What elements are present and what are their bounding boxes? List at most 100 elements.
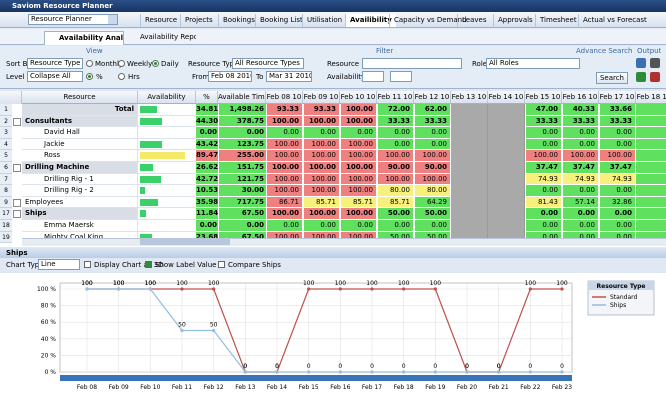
section-label: Filter bbox=[376, 47, 394, 55]
x-tick-label: Feb 19 bbox=[425, 384, 445, 391]
column-header[interactable]: Resource bbox=[22, 91, 138, 104]
nav-tab[interactable]: Bookings bbox=[218, 14, 259, 27]
day-cell bbox=[636, 208, 666, 220]
column-header[interactable]: Feb 11 10 bbox=[377, 91, 414, 104]
resource-name: Drilling Rig - 2 bbox=[22, 185, 138, 197]
value-label: 0 bbox=[275, 363, 279, 370]
text-input[interactable] bbox=[362, 58, 462, 69]
day-cell: 100.00 bbox=[414, 173, 451, 186]
nav-tab[interactable]: Projects bbox=[180, 14, 217, 27]
date-input[interactable]: Feb 08 2010 bbox=[208, 71, 252, 82]
x-tick-label: Feb 13 bbox=[235, 384, 255, 391]
select[interactable]: Resource Type - bbox=[27, 58, 83, 69]
value-label: 0 bbox=[465, 363, 469, 370]
scroll-thumb[interactable] bbox=[140, 239, 230, 245]
column-header[interactable]: Feb 18 10 bbox=[636, 91, 666, 104]
y-tick-label: 0 % bbox=[45, 369, 57, 376]
value-label: 100 bbox=[81, 280, 93, 287]
row-number: 9 bbox=[0, 196, 12, 209]
text-input[interactable] bbox=[362, 71, 384, 82]
nav-tab[interactable]: Utilisation bbox=[302, 14, 346, 27]
legend-title-bg bbox=[588, 281, 654, 290]
nav-tab[interactable]: Booking List bbox=[255, 14, 307, 27]
day-cell: 0.00 bbox=[525, 185, 562, 197]
date-input[interactable]: Mar 31 2010 bbox=[266, 71, 312, 82]
availability-bar bbox=[140, 175, 162, 183]
day-cell: 0.00 bbox=[414, 220, 451, 232]
point bbox=[212, 287, 216, 291]
h-scrollbar[interactable] bbox=[22, 238, 666, 246]
select[interactable]: Line bbox=[38, 259, 80, 270]
availability-cell bbox=[138, 150, 196, 162]
checkbox[interactable] bbox=[84, 261, 91, 268]
nav-tab[interactable]: Resource bbox=[140, 14, 181, 27]
select[interactable]: All Roles bbox=[486, 58, 580, 69]
value-label: 100 bbox=[113, 280, 125, 287]
subtab[interactable]: Availability Report bbox=[140, 33, 196, 41]
text-input[interactable] bbox=[390, 71, 412, 82]
column-header[interactable]: Feb 10 10 bbox=[340, 91, 377, 104]
percent-cell: 0.00 bbox=[196, 220, 218, 232]
export-icon[interactable] bbox=[636, 58, 646, 68]
label: Sort By bbox=[6, 60, 32, 68]
day-cell: 0.00 bbox=[562, 208, 599, 220]
export-icon[interactable] bbox=[636, 72, 646, 82]
select[interactable]: Collapse All bbox=[27, 71, 83, 82]
y-tick-label: 60 % bbox=[41, 319, 57, 326]
nav-tab[interactable]: Availibility bbox=[345, 14, 396, 27]
column-header[interactable]: Feb 13 10 bbox=[451, 91, 488, 104]
nav-tab[interactable]: Leaves bbox=[457, 14, 490, 27]
day-cell bbox=[636, 196, 666, 209]
column-header[interactable]: Feb 17 10 bbox=[599, 91, 636, 104]
expander[interactable] bbox=[13, 210, 21, 219]
checkbox[interactable] bbox=[218, 261, 225, 268]
subtab[interactable]: Availability Analysis bbox=[44, 31, 124, 45]
column-header[interactable]: Feb 14 10 bbox=[488, 91, 525, 104]
nav-tab[interactable]: Actual vs Forecast bbox=[578, 14, 651, 27]
day-cell bbox=[636, 127, 666, 139]
column-header[interactable]: Feb 16 10 bbox=[562, 91, 599, 104]
button[interactable]: Search bbox=[596, 72, 628, 84]
module-select[interactable]: Resource Planner bbox=[28, 14, 118, 25]
expander[interactable] bbox=[13, 117, 21, 126]
export-icon[interactable] bbox=[650, 72, 660, 82]
dropdown-arrow[interactable] bbox=[108, 15, 117, 24]
link[interactable]: Advance Search bbox=[576, 47, 633, 55]
column-header[interactable]: Feb 12 10 bbox=[414, 91, 451, 104]
weekend-cell bbox=[451, 220, 488, 232]
label: Role bbox=[472, 60, 488, 68]
expander[interactable] bbox=[13, 164, 21, 172]
day-cell: 100.00 bbox=[266, 173, 303, 186]
weekend-cell bbox=[451, 162, 488, 174]
select[interactable]: All Resource Types bbox=[232, 58, 304, 69]
value-label: 100 bbox=[145, 280, 157, 287]
radio[interactable] bbox=[86, 60, 93, 67]
point bbox=[275, 370, 279, 374]
nav-tab[interactable]: Timesheet bbox=[535, 14, 581, 27]
radio[interactable] bbox=[86, 73, 93, 80]
column-header[interactable]: Feb 09 10 bbox=[303, 91, 340, 104]
day-cell: 37.47 bbox=[562, 162, 599, 174]
day-cell: 100.00 bbox=[340, 173, 377, 186]
value-label: 100 bbox=[303, 280, 315, 287]
radio[interactable] bbox=[118, 60, 125, 67]
column-header[interactable]: Feb 15 10 bbox=[525, 91, 562, 104]
availability-cell bbox=[138, 162, 196, 174]
day-cell: 100.00 bbox=[266, 185, 303, 197]
column-header[interactable]: % bbox=[196, 91, 218, 104]
x-tick-label: Feb 22 bbox=[520, 384, 540, 391]
column-header[interactable]: Availability bbox=[138, 91, 196, 104]
nav-tab[interactable]: Capacity vs Demand bbox=[389, 14, 471, 27]
radio[interactable] bbox=[152, 60, 159, 67]
radio[interactable] bbox=[118, 73, 125, 80]
day-cell: 50.00 bbox=[377, 208, 414, 220]
subtab-bar bbox=[0, 29, 666, 45]
export-icon[interactable] bbox=[650, 58, 660, 68]
point bbox=[370, 370, 374, 374]
expander[interactable] bbox=[13, 198, 21, 207]
column-header[interactable]: Available Time bbox=[218, 91, 266, 104]
nav-tab[interactable]: Approvals bbox=[493, 14, 537, 27]
column-header[interactable]: Feb 08 10 bbox=[266, 91, 303, 104]
weekend-cell bbox=[451, 150, 488, 162]
